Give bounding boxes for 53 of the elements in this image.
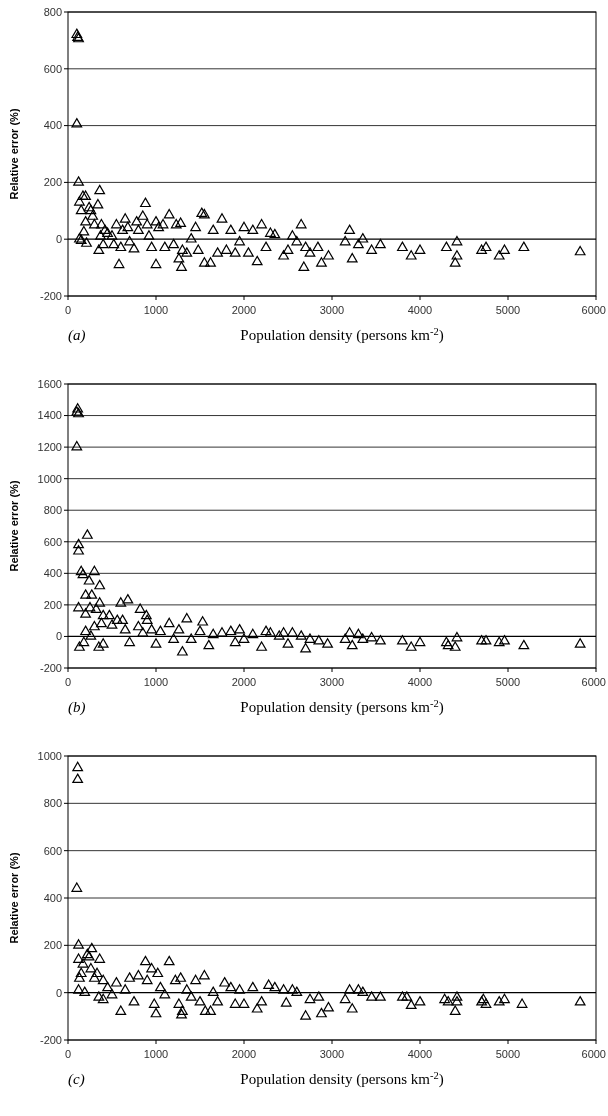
x-tick-label: 0 [64, 1048, 72, 1060]
y-tick-label: 600 [43, 535, 62, 548]
y-tick-label: 600 [43, 62, 62, 75]
x-axis-title: Population density (persons km$^{-2}$) [240, 1069, 444, 1088]
x-tick-label: 4000 [407, 1048, 433, 1060]
text: (c) [68, 1071, 85, 1088]
x-tick-label: 5000 [495, 304, 521, 316]
y-tick-label: 0 [55, 233, 62, 246]
x-tick-label: 2000 [231, 304, 257, 316]
x-tick-label: 3000 [319, 676, 345, 688]
y-tick-label: 200 [43, 176, 62, 189]
x-tick-label: 2000 [231, 676, 257, 688]
y-axis-title: Relative error (%) [8, 480, 20, 572]
y-tick-label: 200 [43, 939, 62, 952]
x-tick-label: 4000 [407, 304, 433, 316]
x-tick-label: 5000 [495, 1048, 521, 1060]
y-tick-label: 800 [43, 5, 62, 18]
y-tick-label: 800 [43, 504, 62, 517]
x-tick-label: 1000 [143, 304, 169, 316]
x-tick-label: 0 [64, 304, 72, 316]
x-tick-label: 4000 [407, 676, 433, 688]
y-tick-label: 0 [55, 630, 62, 643]
y-tick-label: -200 [39, 289, 62, 302]
text: (a) [68, 327, 86, 344]
x-axis-title: Population density (persons km$^{-2}$) [240, 697, 444, 716]
x-tick-label: 5000 [495, 676, 521, 688]
y-tick-label: 0 [55, 986, 62, 999]
y-axis-title: Relative error (%) [8, 852, 20, 944]
y-tick-label: 200 [43, 598, 62, 611]
x-tick-label: 2000 [231, 1048, 257, 1060]
x-tick-label: 6000 [581, 676, 606, 688]
y-tick-label: 400 [43, 567, 62, 580]
y-tick-label: 1600 [37, 377, 62, 390]
y-tick-label: -200 [39, 1033, 62, 1046]
x-tick-label: 1000 [143, 676, 169, 688]
y-tick-label: 400 [43, 891, 62, 904]
x-tick-label: 6000 [581, 1048, 606, 1060]
y-tick-label: 1000 [37, 749, 62, 762]
y-tick-label: -200 [39, 661, 62, 674]
text: (b) [68, 699, 86, 716]
y-tick-label: 1400 [37, 409, 62, 422]
y-tick-label: 1200 [37, 440, 62, 453]
y-axis-title: Relative error (%) [8, 108, 20, 200]
x-tick-label: 6000 [581, 304, 606, 316]
x-axis-title: Population density (persons km$^{-2}$) [240, 325, 444, 344]
x-tick-label: 3000 [319, 1048, 345, 1060]
y-tick-label: 400 [43, 119, 62, 132]
x-tick-label: 3000 [319, 304, 345, 316]
x-tick-label: 1000 [143, 1048, 169, 1060]
y-tick-label: 600 [43, 844, 62, 857]
x-tick-label: 0 [64, 676, 72, 688]
y-tick-label: 1000 [37, 472, 62, 485]
y-tick-label: 800 [43, 797, 62, 810]
